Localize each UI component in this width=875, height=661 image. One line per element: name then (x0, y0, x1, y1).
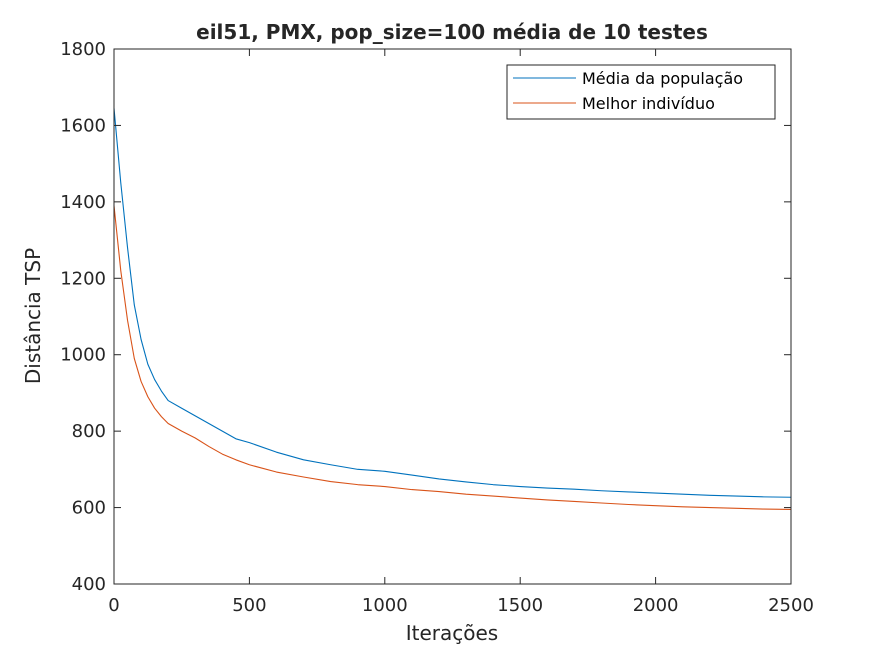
y-tick-label: 1600 (60, 115, 106, 136)
x-tick-label: 500 (232, 595, 266, 616)
chart-title: eil51, PMX, pop_size=100 média de 10 tes… (196, 20, 708, 44)
legend-entry-media-populacao: Média da população (582, 69, 743, 88)
y-tick-label: 400 (72, 574, 106, 595)
y-axis-ticks: 400 600 800 1000 1200 1400 1600 1800 (60, 39, 791, 595)
legend-entry-melhor-individuo: Melhor indivíduo (582, 94, 715, 113)
y-axis-label: Distância TSP (21, 248, 45, 384)
series-line-melhor-individuo (113, 205, 792, 511)
y-tick-label: 1400 (60, 192, 106, 213)
y-tick-label: 600 (72, 498, 106, 519)
x-tick-label: 1000 (362, 595, 408, 616)
series-line-media-populacao (113, 108, 792, 498)
legend: Média da população Melhor indivíduo (506, 64, 776, 120)
y-tick-label: 1800 (60, 39, 106, 60)
legend-box (506, 64, 776, 120)
x-tick-label: 2500 (768, 595, 814, 616)
y-tick-label: 800 (72, 421, 106, 442)
axes-box (113, 48, 792, 585)
y-tick-label: 1200 (60, 268, 106, 289)
plot-area (114, 49, 791, 584)
series-layer (113, 108, 792, 511)
x-tick-label: 1500 (497, 595, 543, 616)
x-tick-label: 2000 (633, 595, 679, 616)
x-axis-label: Iterações (406, 621, 498, 645)
x-axis-ticks: 0 500 1000 1500 2000 2500 (108, 49, 814, 616)
y-tick-label: 1000 (60, 345, 106, 366)
x-tick-label: 0 (108, 595, 119, 616)
